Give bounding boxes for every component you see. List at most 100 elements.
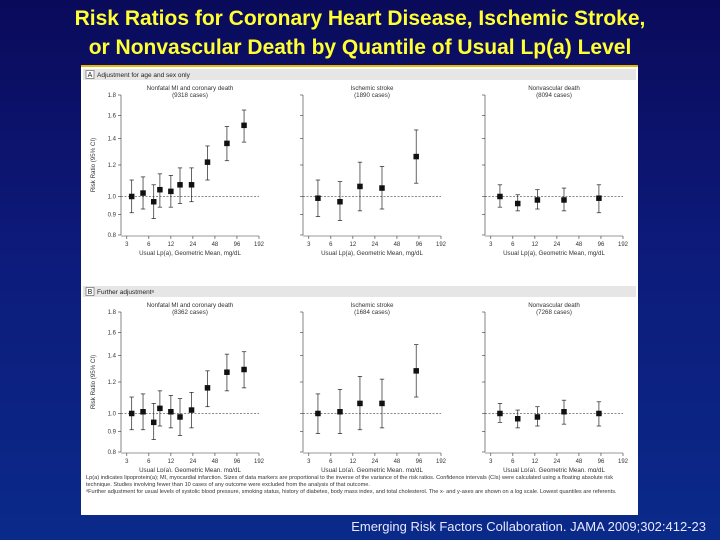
risk-ratio-marker <box>596 195 602 201</box>
x-tick-label: 48 <box>394 459 401 465</box>
x-tick-label: 192 <box>436 459 447 465</box>
x-tick-label: 192 <box>436 242 447 248</box>
x-tick-label: 3 <box>489 242 493 248</box>
x-tick-label: 24 <box>372 459 379 465</box>
risk-ratio-marker <box>150 198 157 205</box>
risk-ratio-marker <box>241 366 247 373</box>
section-header-bar <box>83 69 636 80</box>
panel-cases: (8362 cases) <box>172 309 208 316</box>
x-tick-label: 96 <box>234 459 241 465</box>
panel-title: Nonfatal MI and coronary death <box>147 85 234 92</box>
risk-ratio-marker <box>497 193 503 200</box>
y-tick-label: 0.9 <box>108 213 117 219</box>
footnote-adjustment: ᵃFurther adjustment for usual levels of … <box>86 489 617 495</box>
panel-cases: (9318 cases) <box>172 92 208 99</box>
risk-ratio-marker <box>177 414 183 420</box>
risk-ratio-marker <box>204 159 211 165</box>
x-tick-label: 96 <box>598 459 605 465</box>
x-tick-label: 3 <box>489 459 493 465</box>
x-tick-label: 48 <box>212 459 219 465</box>
risk-ratio-marker <box>150 419 157 426</box>
risk-ratio-marker <box>514 415 521 422</box>
y-tick-label: 1.4 <box>108 136 117 142</box>
x-tick-label: 3 <box>125 459 129 465</box>
section-letter-box <box>85 70 95 79</box>
panel-title: Ischemic stroke <box>351 302 395 309</box>
risk-ratio-marker <box>157 186 163 193</box>
x-axis-label: Usual Lp(a), Geometric Mean, mg/dL <box>321 467 423 472</box>
y-tick-label: 0.8 <box>108 450 117 456</box>
risk-ratio-marker <box>241 122 247 129</box>
panel-title: Nonfatal MI and coronary death <box>147 302 234 309</box>
x-tick-label: 3 <box>125 242 129 248</box>
risk-ratio-marker <box>413 153 419 160</box>
slide-title: Risk Ratios for Coronary Heart Disease, … <box>0 4 720 62</box>
x-tick-label: 48 <box>576 459 583 465</box>
risk-ratio-marker <box>188 182 195 188</box>
section-header-bar <box>83 286 636 297</box>
risk-ratio-marker <box>357 400 363 407</box>
x-tick-label: 6 <box>329 242 333 248</box>
y-tick-label: 1.2 <box>108 163 117 169</box>
x-axis-label: Usual Lp(a), Geometric Mean, mg/dL <box>139 250 241 257</box>
panel-cases: (8094 cases) <box>536 92 572 99</box>
x-tick-label: 6 <box>511 242 515 248</box>
x-tick-label: 12 <box>350 459 357 465</box>
x-axis-label: Usual Lp(a), Geometric Mean, mg/dL <box>503 467 605 472</box>
x-tick-label: 96 <box>598 242 605 248</box>
y-tick-label: 1.4 <box>108 353 117 359</box>
section-letter: B <box>88 289 93 296</box>
footnote-abbreviations: Lp(a) indicates lipoprotein(a); MI, myoc… <box>86 475 613 488</box>
risk-ratio-marker <box>534 197 541 203</box>
x-tick-label: 24 <box>190 459 197 465</box>
y-axis-label: Risk Ratio (95% CI) <box>90 138 97 192</box>
x-tick-label: 6 <box>511 459 515 465</box>
x-tick-label: 12 <box>168 242 175 248</box>
y-tick-label: 1.6 <box>108 330 117 336</box>
risk-ratio-marker <box>514 200 521 207</box>
y-tick-label: 1.6 <box>108 113 117 119</box>
x-tick-label: 96 <box>416 459 423 465</box>
x-tick-label: 3 <box>307 459 311 465</box>
x-axis-label: Usual Lp(a), Geometric Mean, mg/dL <box>503 250 605 257</box>
risk-ratio-marker <box>337 198 343 205</box>
risk-ratio-marker <box>315 195 321 201</box>
section-label: Adjustment for age and sex only <box>97 72 191 79</box>
risk-ratio-marker <box>177 182 183 188</box>
risk-ratio-marker <box>561 409 567 415</box>
x-tick-label: 24 <box>372 242 379 248</box>
risk-ratio-marker <box>497 410 503 417</box>
x-tick-label: 24 <box>554 242 561 248</box>
risk-ratio-marker <box>315 410 321 417</box>
x-tick-label: 192 <box>254 242 265 248</box>
risk-ratio-marker <box>596 410 602 417</box>
y-tick-label: 1.2 <box>108 380 117 386</box>
panel-cases: (7268 cases) <box>536 309 572 316</box>
risk-ratio-marker <box>561 197 567 203</box>
panel-title: Ischemic stroke <box>351 85 395 92</box>
y-tick-label: 0.8 <box>108 233 117 239</box>
risk-ratio-marker <box>128 410 135 417</box>
risk-ratio-marker <box>140 409 146 415</box>
x-tick-label: 48 <box>576 242 583 248</box>
risk-ratio-marker <box>357 183 363 190</box>
x-tick-label: 12 <box>350 242 357 248</box>
figure-footnote: Lp(a) indicates lipoprotein(a); MI, myoc… <box>86 475 634 496</box>
forest-chart: A Adjustment for age and sex only Nonfatal… <box>83 69 636 474</box>
slide-title-line2: or Nonvascular Death by Quantile of Usua… <box>88 36 632 59</box>
risk-ratio-marker <box>337 409 343 415</box>
slide-title-line1: Risk Ratios for Coronary Heart Disease, … <box>74 7 646 30</box>
section-letter-box <box>85 287 95 296</box>
x-tick-label: 192 <box>618 459 629 465</box>
risk-ratio-marker <box>128 193 135 200</box>
x-tick-label: 12 <box>168 459 175 465</box>
x-tick-label: 96 <box>234 242 241 248</box>
risk-ratio-marker <box>168 409 174 415</box>
section-label: Further adjustmentᵃ <box>97 289 155 296</box>
risk-ratio-marker <box>413 368 419 374</box>
y-tick-label: 1.8 <box>108 93 117 99</box>
risk-ratio-marker <box>140 190 146 196</box>
x-tick-label: 48 <box>394 242 401 248</box>
x-tick-label: 6 <box>147 242 151 248</box>
x-tick-label: 12 <box>532 459 539 465</box>
